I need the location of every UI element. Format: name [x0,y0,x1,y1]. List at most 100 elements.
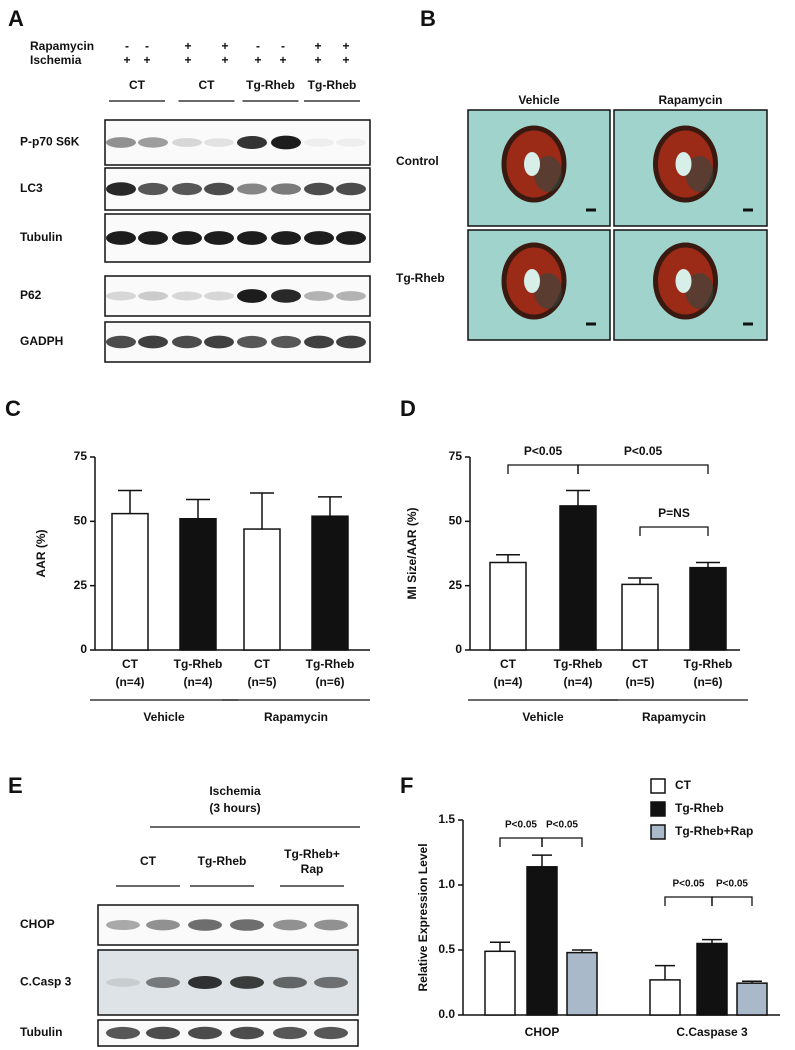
condition-sign: + [314,53,321,67]
panel-letter: D [400,396,416,421]
blot-label: C.Casp 3 [20,975,72,989]
group-label: Tg-Rheb [198,854,247,868]
blot-band [336,231,366,245]
x-tick-sublabel: (n=5) [625,675,654,689]
x-tick-label: Tg-Rheb [306,657,355,671]
blot-band [237,183,267,195]
condition-sign: + [254,53,261,67]
x-tick-label: Tg-Rheb [174,657,223,671]
significance-label: P<0.05 [716,879,748,890]
blot-band [204,138,234,147]
blot-label: P62 [20,288,42,302]
bar [111,512,149,651]
condition-sign: + [123,53,130,67]
blot-band [336,138,366,147]
blot-band [304,231,334,245]
blot-band [204,291,234,301]
bar [649,979,681,1016]
significance-bracket [577,464,709,474]
condition-label: Ischemia [30,53,82,67]
x-tick-label: CHOP [525,1025,560,1039]
significance-bracket [639,526,709,536]
y-tick-label: 50 [74,514,88,528]
blot-label: LC3 [20,181,43,195]
significance-label: P=NS [658,506,690,520]
blot-band [146,919,180,931]
blot-band [146,1026,180,1040]
bar [311,515,349,651]
y-axis-label: AAR (%) [34,530,48,578]
bar [179,518,217,651]
error-bar [490,941,510,952]
blot-band [138,231,168,245]
group-label: Tg-Rheb [308,78,357,92]
group-label: Rapamycin [264,710,328,724]
blot-label: GADPH [20,334,63,348]
significance-label: P<0.05 [624,444,663,458]
blot-band [271,135,301,150]
condition-label: Rapamycin [30,39,94,53]
bar [484,950,516,1016]
blot-band [304,291,334,301]
y-tick-label: 75 [449,449,463,463]
group-label: Vehicle [522,710,564,724]
blot-band [273,976,307,989]
blot-band [230,919,264,931]
blot-band [106,291,136,301]
error-bar [250,492,274,530]
bar [621,583,659,651]
y-tick-label: 50 [449,514,463,528]
condition-sign: + [342,53,349,67]
blot-band [138,335,168,349]
blot-band [106,137,136,148]
significance-label: P<0.05 [546,820,578,831]
y-tick-label: 75 [74,449,88,463]
column-label: Vehicle [518,93,560,107]
group-label: CT [140,854,157,868]
blot-band [314,1026,348,1040]
blot-band [230,976,264,989]
x-tick-label: C.Caspase 3 [676,1025,748,1039]
blot-band [106,231,136,245]
column-label: Rapamycin [658,93,722,107]
panel-letter: A [8,6,24,31]
blot-band [271,183,301,195]
blot-band [188,975,222,990]
legend-swatch [650,778,666,794]
blot-band [271,231,301,245]
x-tick-sublabel: (n=6) [693,675,722,689]
row-label: Control [396,154,439,168]
significance-label: P<0.05 [673,879,705,890]
blot-label: Tubulin [20,1025,62,1039]
condition-sign: - [125,39,129,53]
heart-infarct [685,273,714,309]
heart-lumen [524,269,540,293]
group-label: Tg-Rheb+ [284,847,340,861]
heart-lumen [675,269,692,293]
x-tick-sublabel: (n=4) [183,675,212,689]
error-bar [742,980,762,984]
y-tick-label: 0 [455,642,462,656]
blot-band [237,135,267,150]
error-bar [496,554,520,563]
x-tick-label: Tg-Rheb [684,657,733,671]
x-tick-label: CT [254,657,271,671]
blot-band [271,289,301,303]
heart-infarct [685,156,714,192]
bar [559,505,597,651]
blot-label: CHOP [20,917,55,931]
blot-band [204,231,234,245]
panel-letter: C [5,396,21,421]
significance-bracket [711,896,753,906]
blot-band [188,919,222,931]
significance-bracket [499,837,543,847]
bar [566,951,598,1016]
blot-band [237,231,267,245]
significance-bracket [507,464,579,474]
y-tick-label: 1.5 [438,812,455,826]
group-label: CT [199,78,216,92]
blot-frame [97,904,359,946]
blot-band [336,182,366,196]
